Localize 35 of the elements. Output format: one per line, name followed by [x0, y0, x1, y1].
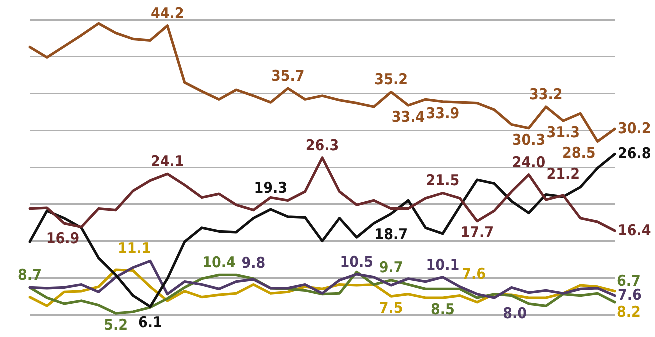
data-label: 17.7 — [460, 224, 494, 242]
data-label: 5.2 — [104, 316, 128, 334]
data-label: 26.3 — [306, 136, 340, 154]
data-label: 28.5 — [562, 144, 596, 162]
data-label: 7.5 — [379, 298, 404, 317]
data-label: 16.4 — [618, 221, 652, 240]
data-label: 9.8 — [242, 254, 266, 272]
data-label: 33.4 — [392, 108, 426, 126]
data-label: 33.2 — [530, 85, 563, 104]
data-label: 35.2 — [374, 70, 408, 89]
data-label: 26.8 — [618, 144, 652, 163]
data-label: 7.6 — [462, 265, 486, 284]
data-label: 18.7 — [374, 225, 408, 244]
data-label: 9.7 — [379, 258, 404, 277]
data-label: 35.7 — [271, 66, 305, 85]
data-label: 31.3 — [546, 123, 580, 142]
data-label: 24.0 — [512, 153, 546, 172]
data-label: 24.1 — [151, 152, 184, 171]
data-label: 8.5 — [430, 300, 455, 319]
data-label: 21.5 — [426, 172, 460, 190]
data-label: 30.3 — [512, 130, 546, 149]
data-label: 33.9 — [426, 104, 460, 122]
data-label: 44.2 — [151, 4, 184, 22]
data-label: 6.1 — [138, 313, 162, 332]
data-label: 19.3 — [254, 178, 288, 197]
data-label: 16.9 — [46, 230, 80, 248]
data-label: 21.2 — [546, 164, 580, 183]
data-label: 8.2 — [617, 302, 641, 321]
data-label: 8.7 — [18, 266, 42, 284]
data-label: 10.1 — [426, 256, 460, 274]
data-label: 30.2 — [618, 120, 652, 138]
data-label: 10.4 — [202, 254, 236, 272]
data-label: 8.0 — [503, 304, 527, 322]
data-label: 10.5 — [340, 252, 374, 271]
data-label: 11.1 — [118, 239, 152, 258]
